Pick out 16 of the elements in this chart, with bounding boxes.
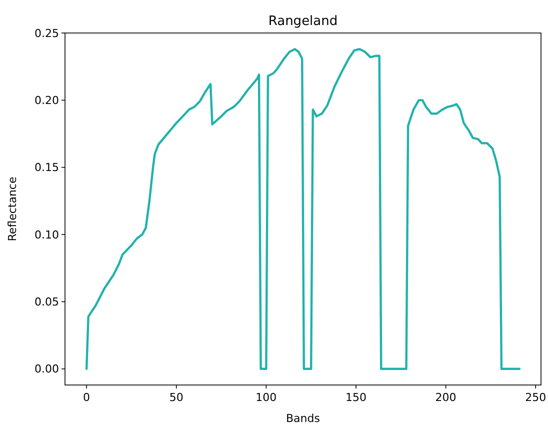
y-tick-label: 0.10 [34, 228, 59, 242]
x-tick-label: 250 [525, 391, 546, 404]
y-axis-title: Reflectance [6, 176, 19, 242]
x-tick-label: 150 [345, 391, 366, 404]
y-tick-label: 0.00 [34, 362, 59, 376]
chart-title: Rangeland [268, 14, 338, 29]
x-tick-label: 100 [256, 391, 277, 404]
y-tick-label: 0.15 [34, 161, 59, 174]
x-axis-title: Bands [286, 412, 320, 425]
y-tick-label: 0.20 [34, 94, 59, 108]
x-tick-label: 0 [83, 391, 90, 404]
x-tick-label: 200 [435, 391, 456, 404]
x-tick-label: 50 [169, 391, 184, 404]
y-tick-label: 0.05 [34, 296, 59, 309]
line-series [85, 48, 521, 370]
y-tick-label: 0.25 [34, 26, 59, 40]
